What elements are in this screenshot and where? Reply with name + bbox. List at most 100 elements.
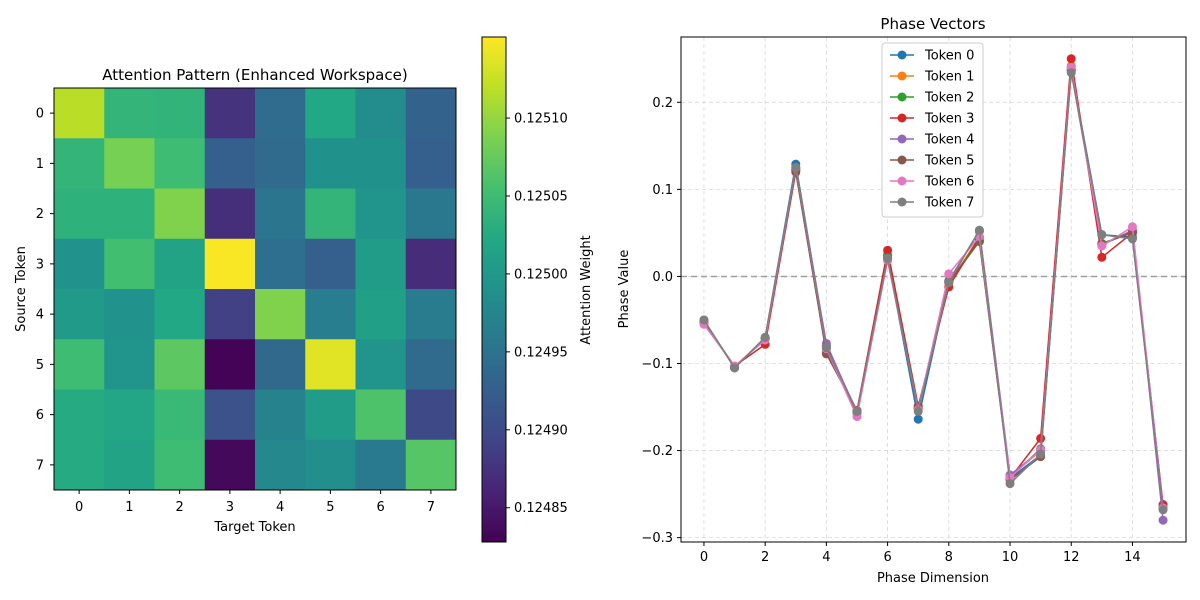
data-point xyxy=(821,343,831,353)
data-point xyxy=(699,315,709,325)
heatmap-cell xyxy=(255,439,306,491)
heatmap-cell xyxy=(405,389,457,441)
data-point xyxy=(1127,222,1137,232)
heatmap-x-tick-label: 7 xyxy=(427,500,435,515)
data-point xyxy=(1066,54,1076,64)
colorbar-tick-label: 0.12510 xyxy=(514,112,568,127)
heatmap-y-tick-label: 7 xyxy=(36,458,44,473)
legend-marker xyxy=(897,134,907,144)
heatmap-cell xyxy=(255,188,306,240)
colorbar: 0.12485 0.12490 0.12495 0.12500 0.12505 0.125… xyxy=(481,36,594,543)
data-point xyxy=(1097,252,1107,262)
legend-label: Token 1 xyxy=(924,70,974,85)
legend: Token 0 Token 1 Token 2 Token 3 Token 4 Token… xyxy=(881,42,984,218)
line-chart-x-tick-label: 8 xyxy=(945,550,953,565)
heatmap-cell xyxy=(405,339,457,390)
series-line xyxy=(703,72,1164,510)
heatmap-x-tick-label: 2 xyxy=(175,500,183,515)
heatmap-cell xyxy=(104,88,155,139)
heatmap-x-tick-label: 6 xyxy=(376,500,384,515)
colorbar-ticks: 0.12485 0.12490 0.12495 0.12500 0.12505 0.125… xyxy=(506,112,568,516)
legend-item: Token 2 xyxy=(890,91,974,106)
colorbar-tick-label: 0.12505 xyxy=(514,189,568,204)
line-chart-y-tick-label: −0.1 xyxy=(641,357,673,372)
heatmap-cell xyxy=(104,339,155,390)
series-token-7 xyxy=(699,68,1168,515)
heatmap-cell xyxy=(204,389,256,441)
line-chart-x-tick-label: 6 xyxy=(883,550,891,565)
heatmap-x-tick-label: 1 xyxy=(125,500,133,515)
line-chart-y-ticks: −0.3 −0.2 −0.1 0.0 0.1 0.2 xyxy=(641,96,681,546)
heatmap-frame xyxy=(53,87,457,491)
heatmap-cell xyxy=(255,289,306,340)
data-point xyxy=(913,414,923,424)
heatmap-cell xyxy=(305,138,356,189)
colorbar-tick-label: 0.12495 xyxy=(514,345,568,360)
data-point xyxy=(1005,479,1015,489)
line-chart-y-tick-label: −0.3 xyxy=(641,531,673,546)
legend-item: Token 1 xyxy=(890,70,974,85)
legend-marker xyxy=(897,71,907,81)
colorbar-tick-label: 0.12500 xyxy=(514,267,568,282)
heatmap-cell xyxy=(305,389,356,441)
legend-marker xyxy=(897,92,907,102)
heatmap-cell xyxy=(104,188,155,240)
line-chart-grid xyxy=(681,37,1186,542)
heatmap-cell xyxy=(405,88,457,139)
heatmap-cell xyxy=(405,439,457,491)
legend-item: Token 7 xyxy=(890,196,974,211)
line-chart-frame xyxy=(680,36,1187,543)
heatmap-cell xyxy=(255,88,306,139)
legend-label: Token 6 xyxy=(924,175,974,190)
data-point xyxy=(1066,68,1076,78)
legend-marker xyxy=(897,197,907,207)
heatmap-cell xyxy=(104,439,155,491)
heatmap-cell xyxy=(204,238,256,290)
heatmap-y-axis-label: Source Token xyxy=(14,246,29,332)
heatmap-title: Attention Pattern (Enhanced Workspace) xyxy=(102,66,407,84)
line-chart-y-tick-label: −0.2 xyxy=(641,444,673,459)
heatmap-cell xyxy=(355,238,407,290)
data-point xyxy=(944,269,954,279)
legend-label: Token 0 xyxy=(924,49,974,64)
legend-item: Token 0 xyxy=(890,49,974,64)
colorbar-gradient xyxy=(481,36,507,543)
heatmap-cell xyxy=(204,88,256,139)
heatmap-cell xyxy=(54,88,105,139)
legend-item: Token 6 xyxy=(890,175,974,190)
line-chart-x-tick-label: 0 xyxy=(700,550,708,565)
heatmap-cell xyxy=(405,188,457,240)
heatmap-cell xyxy=(255,238,306,290)
heatmap-cell xyxy=(355,138,407,189)
legend-label: Token 7 xyxy=(924,196,974,211)
heatmap-cell xyxy=(355,439,407,491)
heatmap-x-tick-label: 3 xyxy=(226,500,234,515)
data-point xyxy=(883,245,893,255)
data-point xyxy=(1158,505,1168,515)
heatmap-y-ticks: 0 1 2 3 4 5 6 7 xyxy=(36,107,54,473)
line-chart-x-ticks: 0 2 4 6 8 10 12 14 xyxy=(700,542,1141,565)
heatmap-cell xyxy=(355,389,407,441)
heatmap-cell xyxy=(405,289,457,340)
heatmap-cell xyxy=(154,188,206,240)
line-chart-y-tick-label: 0.2 xyxy=(652,96,673,111)
heatmap-y-tick-label: 5 xyxy=(36,358,44,373)
heatmap-cell xyxy=(154,88,206,139)
heatmap-cell xyxy=(305,289,356,340)
heatmap-cell xyxy=(154,439,206,491)
heatmap-cell xyxy=(305,439,356,491)
heatmap-cell xyxy=(204,339,256,390)
data-point xyxy=(852,406,862,416)
line-chart-y-tick-label: 0.0 xyxy=(652,270,673,285)
heatmap-y-tick-label: 3 xyxy=(36,257,44,272)
data-point xyxy=(1158,515,1168,525)
legend-box xyxy=(881,42,984,218)
heatmap-cell xyxy=(104,389,155,441)
heatmap-chart: Attention Pattern (Enhanced Workspace) 0… xyxy=(14,66,457,535)
data-point xyxy=(944,278,954,288)
heatmap-y-tick-label: 4 xyxy=(36,308,44,323)
line-chart-x-axis-label: Phase Dimension xyxy=(877,571,989,586)
legend-label: Token 2 xyxy=(924,91,974,106)
heatmap-cell xyxy=(405,238,457,290)
heatmap-cell xyxy=(204,289,256,340)
